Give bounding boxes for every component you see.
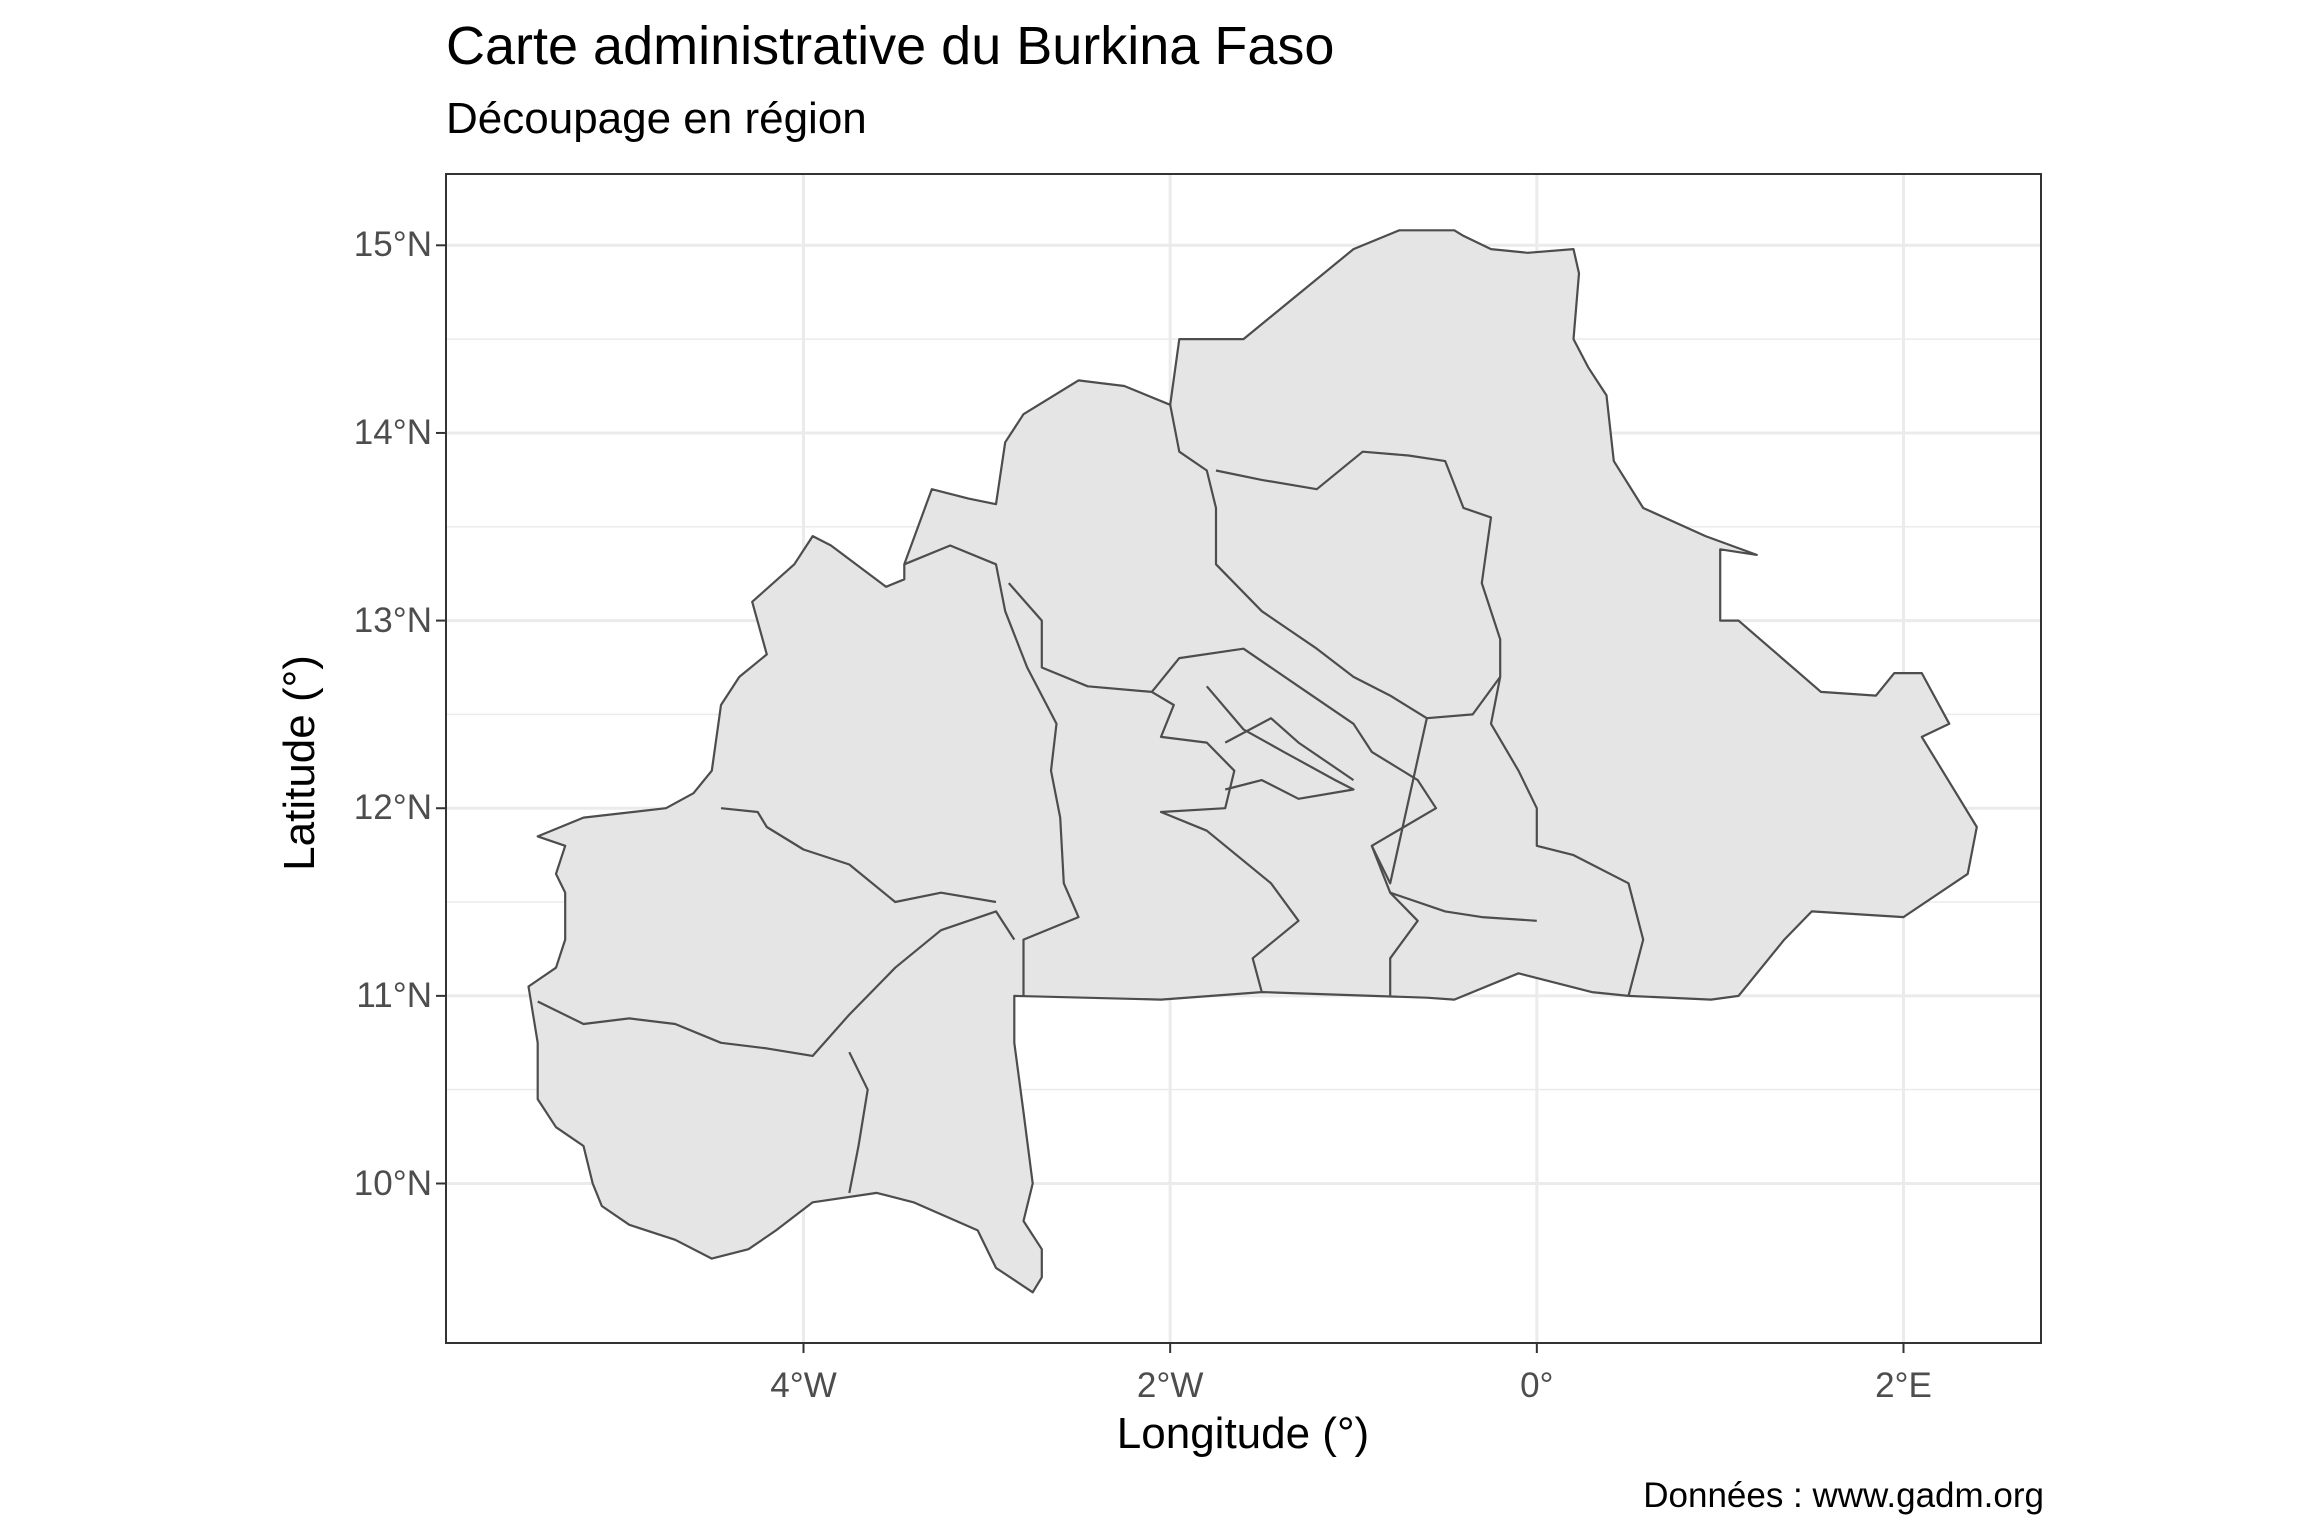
data-source-caption: Données : www.gadm.org — [1643, 1476, 2044, 1515]
region-boundary — [903, 544, 1080, 996]
y-tick-label: 11°N — [356, 975, 432, 1015]
y-tick-label: 14°N — [353, 412, 432, 452]
y-tick-label: 10°N — [353, 1163, 432, 1203]
axis-ticks — [436, 244, 1905, 1353]
region-boundary — [1007, 582, 1300, 993]
map-subtitle: Découpage en région — [446, 94, 867, 143]
map-title: Carte administrative du Burkina Faso — [446, 16, 1335, 76]
region-boundary — [1205, 685, 1355, 800]
x-tick-label: 4°W — [770, 1366, 837, 1405]
region-boundary — [1215, 450, 1645, 997]
x-tick-label: 2°E — [1875, 1366, 1932, 1405]
region-boundary — [1370, 717, 1428, 885]
region-boundary — [1224, 717, 1355, 782]
region-boundary — [1150, 647, 1438, 996]
y-axis-label: Latitude (°) — [275, 655, 324, 871]
panel-border — [445, 173, 2042, 1344]
region-boundaries — [527, 229, 1978, 1294]
country-outline — [527, 229, 1978, 1294]
region-boundary — [848, 1051, 869, 1194]
y-tick-label: 15°N — [353, 225, 432, 265]
region-boundary — [1389, 891, 1537, 922]
x-tick-label: 2°W — [1136, 1366, 1204, 1405]
region-boundary — [1169, 404, 1502, 720]
y-tick-label: 13°N — [353, 600, 432, 640]
y-tick-label: 12°N — [353, 788, 432, 828]
region-boundary — [720, 807, 997, 904]
x-tick-label: 0° — [1520, 1366, 1554, 1405]
x-axis-label: Longitude (°) — [1116, 1409, 1370, 1458]
region-boundary — [537, 910, 1016, 1058]
